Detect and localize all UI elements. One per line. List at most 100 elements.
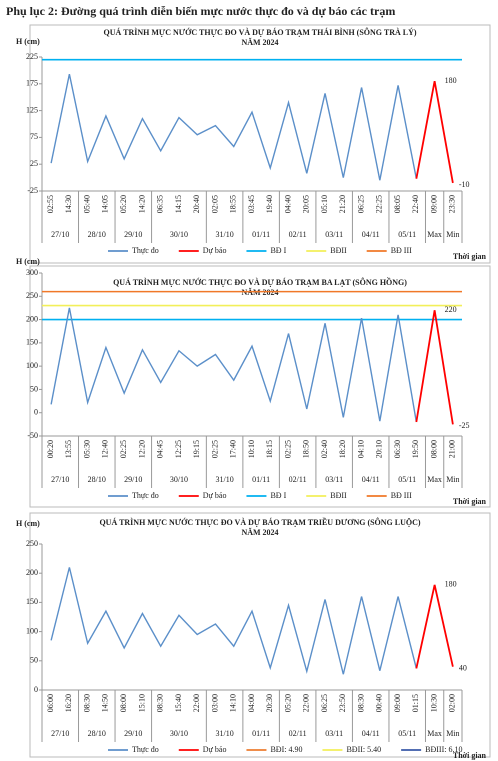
x-tick-label: 04:45 bbox=[156, 440, 165, 458]
y-tick-label: 250 bbox=[26, 539, 38, 548]
x-tick-label: 18:20 bbox=[338, 440, 347, 458]
chart-subtitle: NĂM 2024 bbox=[241, 527, 278, 537]
date-label: 05/11 bbox=[398, 230, 416, 239]
x-tick-label: 10:30 bbox=[429, 694, 438, 712]
x-tick-label: 06:00 bbox=[46, 694, 55, 712]
x-tick-label: 13:55 bbox=[64, 440, 73, 458]
y-tick-label: 50 bbox=[30, 384, 38, 393]
x-tick-label: 06:35 bbox=[156, 195, 165, 213]
x-tick-label: 21:00 bbox=[448, 440, 457, 458]
x-tick-label: 20:10 bbox=[375, 440, 384, 458]
y-tick-label: 125 bbox=[26, 105, 38, 114]
series-line bbox=[415, 310, 454, 425]
x-tick-label: 06:25 bbox=[356, 195, 365, 213]
x-tick-label: 05:30 bbox=[82, 440, 91, 458]
x-tick-label: 14:05 bbox=[101, 195, 110, 213]
date-label: 03/11 bbox=[325, 230, 343, 239]
x-tick-label: 04:00 bbox=[247, 694, 256, 712]
x-tick-label: 04:40 bbox=[283, 195, 292, 213]
legend-label: Thực đo bbox=[132, 745, 159, 754]
x-tick-label: 09:00 bbox=[393, 694, 402, 712]
date-label: 03/11 bbox=[325, 475, 343, 484]
x-tick-label: 19:40 bbox=[265, 195, 274, 213]
x-tick-label: 19:15 bbox=[192, 440, 201, 458]
x-tick-label: 20:40 bbox=[192, 195, 201, 213]
x-tick-label: 05:20 bbox=[283, 694, 292, 712]
chart-subtitle: NĂM 2024 bbox=[241, 37, 278, 47]
date-label: 04/11 bbox=[362, 729, 380, 738]
x-tick-label: 15:10 bbox=[137, 694, 146, 712]
x-tick-label: 08:05 bbox=[393, 195, 402, 213]
x-tick-label: 20:30 bbox=[265, 694, 274, 712]
date-label: Max bbox=[427, 475, 442, 484]
x-tick-label: 02:25 bbox=[119, 440, 128, 458]
y-tick-label: 300 bbox=[26, 268, 38, 277]
data-label: 40 bbox=[459, 663, 467, 672]
chart-frame bbox=[29, 24, 491, 264]
y-tick-label: 100 bbox=[26, 361, 38, 370]
chart-frame bbox=[29, 512, 491, 758]
date-label: 28/10 bbox=[88, 729, 106, 738]
x-tick-label: 08:30 bbox=[356, 694, 365, 712]
x-tick-label: 16:20 bbox=[64, 694, 73, 712]
chart-title: QUÁ TRÌNH MỰC NƯỚC THỰC ĐO VÀ DỰ BÁO TRẠ… bbox=[99, 517, 420, 527]
legend-label: BĐ I bbox=[270, 246, 286, 255]
y-tick-label: 250 bbox=[26, 291, 38, 300]
date-label: 01/11 bbox=[252, 230, 270, 239]
series-line bbox=[50, 567, 418, 675]
date-label: 28/10 bbox=[88, 230, 106, 239]
x-tick-label: 14:10 bbox=[229, 694, 238, 712]
x-tick-label: 02:40 bbox=[320, 440, 329, 458]
x-tick-label: 12:25 bbox=[174, 440, 183, 458]
x-axis-label: Thời gian bbox=[453, 497, 487, 506]
date-label: 04/11 bbox=[362, 475, 380, 484]
y-tick-label: -50 bbox=[27, 431, 38, 440]
series-line bbox=[415, 80, 454, 184]
legend-label: Dự báo bbox=[203, 745, 227, 754]
x-tick-label: 01:15 bbox=[411, 694, 420, 712]
x-tick-label: 02:25 bbox=[283, 440, 292, 458]
y-tick-label: 25 bbox=[30, 159, 38, 168]
x-tick-label: 17:40 bbox=[229, 440, 238, 458]
chart-title: QUÁ TRÌNH MỰC NƯỚC THỰC ĐO VÀ DỰ BÁO TRẠ… bbox=[113, 277, 407, 287]
x-tick-label: 02:25 bbox=[210, 440, 219, 458]
chart-frame bbox=[29, 265, 491, 508]
x-tick-label: 14:20 bbox=[137, 195, 146, 213]
date-label: Max bbox=[427, 230, 442, 239]
date-label: 05/11 bbox=[398, 475, 416, 484]
date-label: 02/11 bbox=[289, 230, 307, 239]
y-tick-label: 0 bbox=[34, 685, 38, 694]
legend-label: Dự báo bbox=[203, 491, 227, 500]
x-tick-label: 08:30 bbox=[156, 694, 165, 712]
y-tick-label: -25 bbox=[27, 186, 38, 195]
x-tick-label: 18:15 bbox=[265, 440, 274, 458]
x-tick-label: 00:40 bbox=[375, 694, 384, 712]
legend-label: Dự báo bbox=[203, 246, 227, 255]
legend-label: Thực đo bbox=[132, 491, 159, 500]
x-axis-label: Thời gian bbox=[453, 252, 487, 261]
x-tick-label: 05:10 bbox=[320, 195, 329, 213]
legend-label: BĐII bbox=[330, 246, 347, 255]
date-label: 27/10 bbox=[51, 475, 69, 484]
y-tick-label: 100 bbox=[26, 626, 38, 635]
date-label: 29/10 bbox=[124, 230, 142, 239]
y-tick-label: 175 bbox=[26, 79, 38, 88]
legend-label: BĐII: 5.40 bbox=[346, 745, 381, 754]
date-label: 31/10 bbox=[215, 475, 233, 484]
date-label: 02/11 bbox=[289, 475, 307, 484]
x-tick-label: 08:00 bbox=[429, 440, 438, 458]
y-tick-label: 75 bbox=[30, 132, 38, 141]
date-label: 01/11 bbox=[252, 475, 270, 484]
series-line bbox=[50, 74, 418, 181]
x-axis-label: Thời gian bbox=[453, 751, 487, 760]
date-label: Min bbox=[446, 230, 459, 239]
date-label: 02/11 bbox=[289, 729, 307, 738]
y-tick-label: 0 bbox=[34, 408, 38, 417]
date-label: 30/10 bbox=[170, 230, 188, 239]
date-label: 04/11 bbox=[362, 230, 380, 239]
x-tick-label: 14:50 bbox=[101, 694, 110, 712]
x-tick-label: 02:55 bbox=[46, 195, 55, 213]
y-tick-label: 200 bbox=[26, 314, 38, 323]
x-tick-label: 02:05 bbox=[210, 195, 219, 213]
